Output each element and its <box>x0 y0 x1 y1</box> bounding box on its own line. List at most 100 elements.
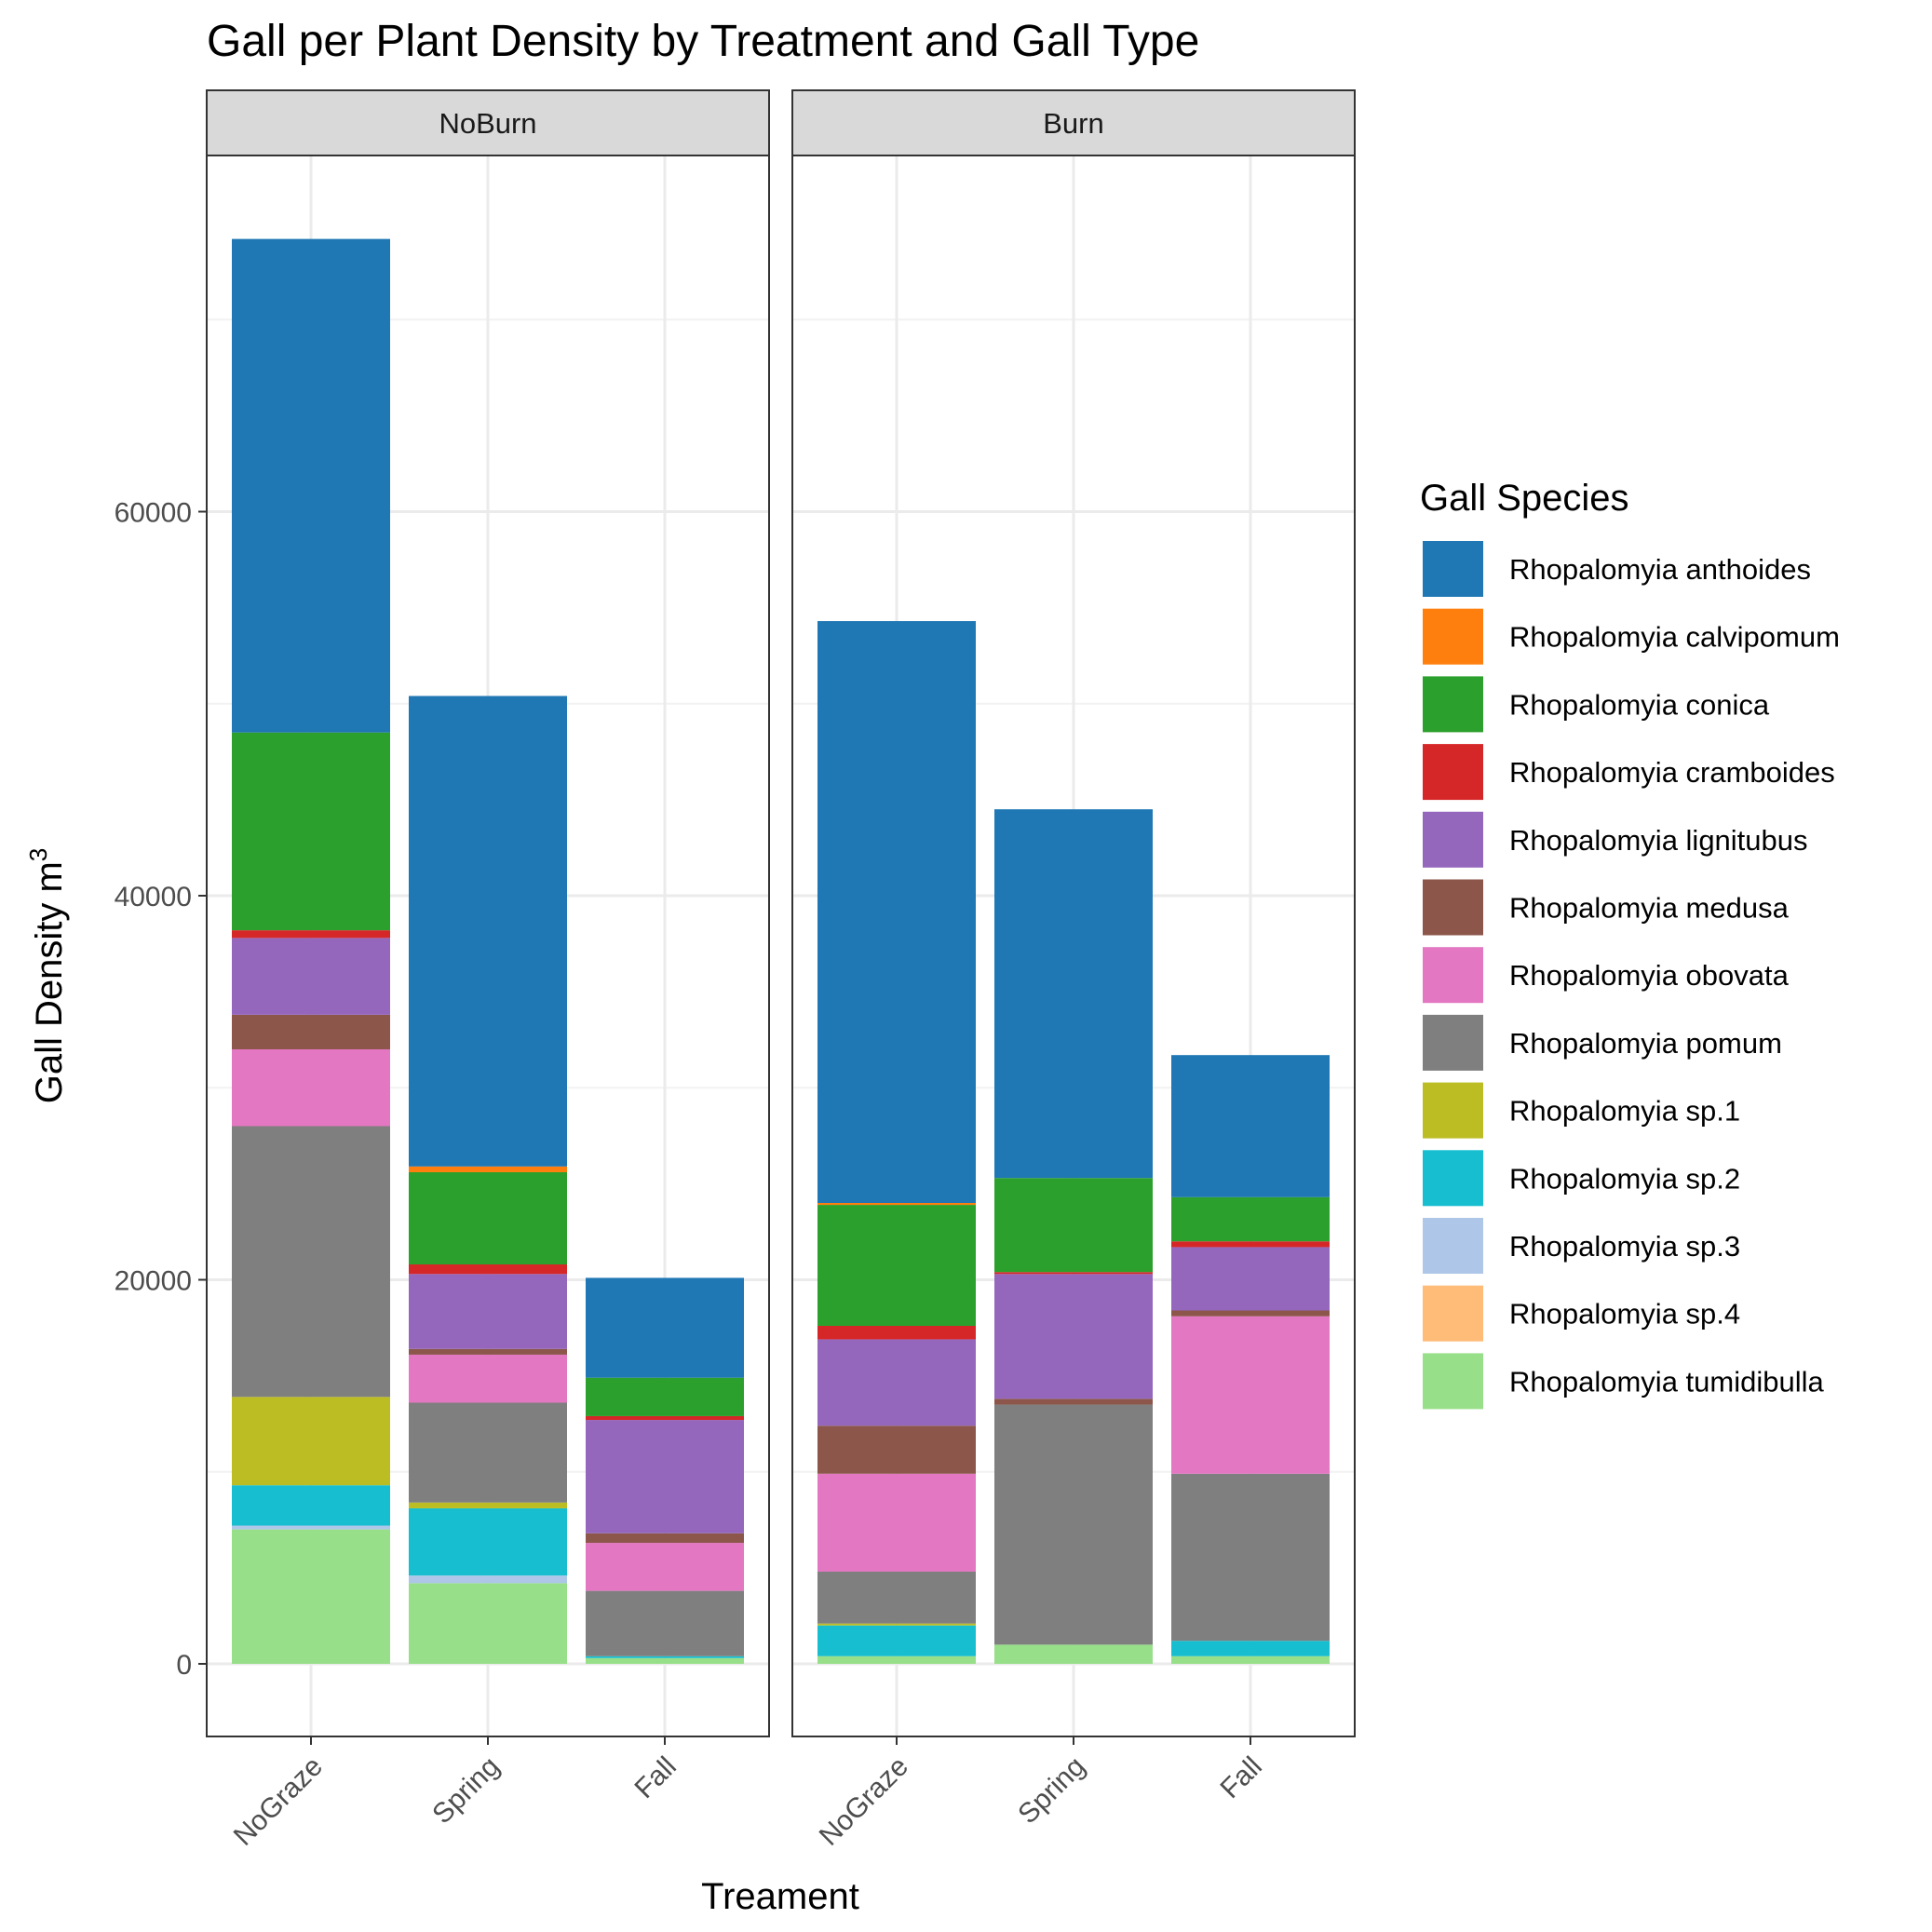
legend-label: Rhopalomyia medusa <box>1509 892 1790 925</box>
bar-segment <box>409 696 567 1167</box>
bar-stack-fall <box>1171 1055 1330 1664</box>
bar-segment <box>409 1354 567 1403</box>
bar-segment <box>409 1575 567 1584</box>
bar-segment <box>817 1623 976 1626</box>
bar-segment <box>232 238 390 733</box>
legend-item: Rhopalomyia tumidibulla <box>1421 1351 1824 1412</box>
y-axis-title-superscript: 3 <box>24 848 52 861</box>
legend-label: Rhopalomyia tumidibulla <box>1509 1365 1824 1398</box>
legend-item: Rhopalomyia pomum <box>1421 1012 1782 1073</box>
legend-item: Rhopalomyia obovata <box>1421 945 1790 1006</box>
bar-segment <box>409 1172 567 1264</box>
x-tick-label: NoGraze <box>814 1751 914 1852</box>
legend-item: Rhopalomyia cramboides <box>1421 742 1835 803</box>
legend-item: Rhopalomyia sp.2 <box>1421 1148 1740 1209</box>
bar-segment <box>409 1166 567 1172</box>
legend-label: Rhopalomyia lignitubus <box>1509 824 1808 857</box>
legend-key <box>1421 1080 1485 1141</box>
bar-segment <box>817 1205 976 1326</box>
bar-segment <box>994 809 1153 1179</box>
legend-label: Rhopalomyia anthoides <box>1509 553 1811 586</box>
legend-key <box>1421 1351 1485 1412</box>
legend-item: Rhopalomyia calvipomum <box>1421 606 1840 667</box>
y-axis-title-text: Gall Density m <box>29 861 70 1103</box>
bar-segment <box>232 1126 390 1398</box>
legend-label: Rhopalomyia obovata <box>1509 959 1790 992</box>
legend-item: Rhopalomyia sp.3 <box>1421 1216 1740 1276</box>
bar-segment <box>409 1348 567 1355</box>
bar-segment <box>586 1657 744 1664</box>
bar-segment <box>1171 1473 1330 1642</box>
y-tick-label: 40000 <box>115 882 192 912</box>
bar-segment <box>994 1644 1153 1664</box>
bar-segment <box>817 1625 976 1656</box>
bar-segment <box>409 1264 567 1275</box>
legend-key <box>1421 877 1485 938</box>
bar-segment <box>232 1485 390 1526</box>
y-tick-label: 60000 <box>115 498 192 529</box>
bar-segment <box>1171 1055 1330 1197</box>
x-tick-label: Fall <box>1214 1751 1268 1805</box>
bar-segment <box>232 1049 390 1127</box>
legend-key <box>1421 1148 1485 1209</box>
x-tick-label: Fall <box>628 1751 682 1805</box>
legend-label: Rhopalomyia calvipomum <box>1509 621 1840 654</box>
bar-segment <box>1171 1247 1330 1311</box>
bar-segment <box>232 1525 390 1530</box>
legend-key <box>1421 1012 1485 1073</box>
bar-segment <box>817 1473 976 1572</box>
bar-segment <box>1171 1316 1330 1474</box>
bar-segment <box>994 1272 1153 1275</box>
facet-strip <box>791 89 1356 156</box>
legend-key <box>1421 742 1485 803</box>
y-axis-title: Gall Density m3 <box>24 848 70 1104</box>
facet-strip-label: Burn <box>1043 107 1103 140</box>
bar-segment <box>817 621 976 1203</box>
legend-label: Rhopalomyia sp.2 <box>1509 1162 1740 1195</box>
bar-segment <box>586 1415 744 1421</box>
x-axis-title: Treament <box>701 1876 859 1917</box>
y-axis: 0 20000 40000 60000 <box>115 498 207 1681</box>
bar-segment <box>586 1655 744 1658</box>
x-tick-label: NoGraze <box>228 1751 329 1852</box>
bar-segment <box>232 732 390 931</box>
bar-segment <box>232 930 390 939</box>
legend-items: Rhopalomyia anthoides Rhopalomyia calvipo… <box>1421 539 1840 1412</box>
bar-segment <box>1171 1196 1330 1242</box>
bar-segment <box>817 1655 976 1664</box>
bar-segment <box>232 938 390 1015</box>
legend-label: Rhopalomyia sp.4 <box>1509 1298 1740 1331</box>
bar-segment <box>817 1572 976 1624</box>
legend-label: Rhopalomyia sp.3 <box>1509 1230 1740 1263</box>
legend-key <box>1421 606 1485 667</box>
bar-segment <box>409 1502 567 1508</box>
legend-label: Rhopalomyia pomum <box>1509 1027 1782 1060</box>
legend-item: Rhopalomyia conica <box>1421 674 1770 735</box>
y-tick-label: 0 <box>176 1650 192 1681</box>
legend-item: Rhopalomyia anthoides <box>1421 539 1811 599</box>
legend-item: Rhopalomyia sp.1 <box>1421 1080 1740 1141</box>
bar-segment <box>817 1425 976 1474</box>
facet-strip-label: NoBurn <box>439 107 536 140</box>
bar-segment <box>817 1339 976 1426</box>
legend-key <box>1421 1283 1485 1344</box>
bar-segment <box>586 1533 744 1544</box>
legend: Gall Species Rhopalomyia anthoidesRhopal… <box>1420 478 1840 1412</box>
bar-segment <box>409 1507 567 1576</box>
bar-segment <box>994 1178 1153 1273</box>
bar-segment <box>586 1543 744 1591</box>
legend-key <box>1421 945 1485 1006</box>
y-tick-label: 20000 <box>115 1266 192 1297</box>
facet-strip <box>206 89 770 156</box>
bar-segment <box>232 1397 390 1486</box>
x-tick-label: Spring <box>426 1751 506 1831</box>
legend-key <box>1421 674 1485 735</box>
facet-panel-noburn: NoBurn NoGraze Spring Fall <box>206 89 770 1852</box>
legend-key <box>1421 1216 1485 1276</box>
bar-stack-spring <box>409 696 567 1664</box>
bar-segment <box>232 1529 390 1664</box>
bar-segment <box>586 1420 744 1533</box>
bar-segment <box>994 1398 1153 1405</box>
legend-item: Rhopalomyia medusa <box>1421 877 1790 938</box>
